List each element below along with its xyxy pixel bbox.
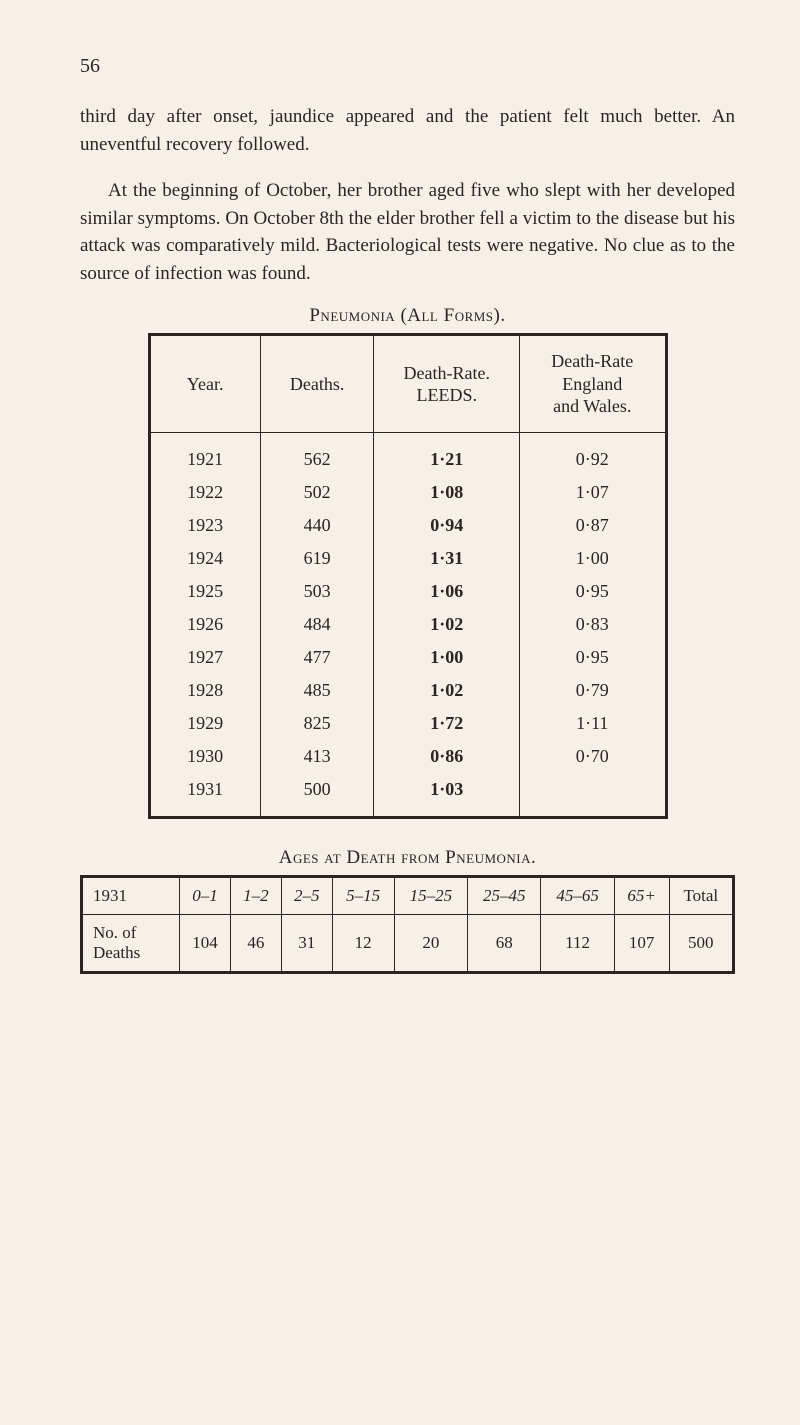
table1-cell: 1922 (149, 476, 260, 509)
table2-val-5-15: 12 (332, 914, 394, 972)
table1-cell: 1921 (149, 432, 260, 476)
table1-cell: 562 (260, 432, 374, 476)
table1-cell: 1·08 (374, 476, 520, 509)
table1-cell: 0·79 (520, 674, 666, 707)
table2-val-65plus: 107 (614, 914, 669, 972)
table1-col-rate-leeds: Death-Rate.LEEDS. (374, 335, 520, 433)
table2-age-1-2: 1–2 (230, 876, 281, 914)
table1-cell: 1·72 (374, 707, 520, 740)
table1-cell: 1·02 (374, 674, 520, 707)
table1-title: Pneumonia (All Forms). (80, 305, 735, 327)
table1-cell: 1·03 (374, 773, 520, 818)
page-number: 56 (80, 55, 735, 78)
table2-val-2-5: 31 (281, 914, 332, 972)
table2-rowlabel: No. ofDeaths (82, 914, 180, 972)
table1-row: 19298251·721·11 (149, 707, 666, 740)
table1-cell: 485 (260, 674, 374, 707)
table1-cell: 1924 (149, 542, 260, 575)
table1-cell: 440 (260, 509, 374, 542)
table1-row: 19246191·311·00 (149, 542, 666, 575)
table1-cell: 825 (260, 707, 374, 740)
paragraph-1: third day after onset, jaundice appeared… (80, 103, 735, 158)
table2-val-15-25: 20 (394, 914, 467, 972)
table1-cell (520, 773, 666, 818)
table1-cell: 0·86 (374, 740, 520, 773)
table1-cell: 0·95 (520, 641, 666, 674)
table1-cell: 1929 (149, 707, 260, 740)
table1-row: 19264841·020·83 (149, 608, 666, 641)
table1-cell: 0·83 (520, 608, 666, 641)
table2-val-0-1: 104 (180, 914, 231, 972)
table2-age-65plus: 65+ (614, 876, 669, 914)
table1-cell: 1925 (149, 575, 260, 608)
table2-header-row: 1931 0–1 1–2 2–5 5–15 15–25 25–45 45–65 … (82, 876, 734, 914)
table1-row: 19225021·081·07 (149, 476, 666, 509)
table1-cell: 1·00 (520, 542, 666, 575)
table1-cell: 1·31 (374, 542, 520, 575)
table2-age-2-5: 2–5 (281, 876, 332, 914)
table1-cell: 484 (260, 608, 374, 641)
table2-val-25-45: 68 (468, 914, 541, 972)
ages-at-death-table: 1931 0–1 1–2 2–5 5–15 15–25 25–45 45–65 … (80, 875, 735, 974)
table1-cell: 0·95 (520, 575, 666, 608)
table1-cell: 619 (260, 542, 374, 575)
table1-cell: 0·94 (374, 509, 520, 542)
table2-title: Ages at Death from Pneumonia. (80, 847, 735, 869)
table1-header-row: Year. Deaths. Death-Rate.LEEDS. Death-Ra… (149, 335, 666, 433)
table1-cell: 1931 (149, 773, 260, 818)
table1-col-deaths: Deaths. (260, 335, 374, 433)
table2-total-header: Total (669, 876, 733, 914)
table1-cell: 1923 (149, 509, 260, 542)
table1-row: 19215621·210·92 (149, 432, 666, 476)
table2-data-row: No. ofDeaths 104 46 31 12 20 68 112 107 … (82, 914, 734, 972)
table1-cell: 1930 (149, 740, 260, 773)
table1-cell: 477 (260, 641, 374, 674)
table2-val-45-65: 112 (541, 914, 614, 972)
table2-val-1-2: 46 (230, 914, 281, 972)
table1-cell: 1·00 (374, 641, 520, 674)
table2-age-25-45: 25–45 (468, 876, 541, 914)
table1-row: 19304130·860·70 (149, 740, 666, 773)
table1-cell: 503 (260, 575, 374, 608)
table1-cell: 502 (260, 476, 374, 509)
table2-year-cell: 1931 (82, 876, 180, 914)
table1-cell: 1928 (149, 674, 260, 707)
table2-age-0-1: 0–1 (180, 876, 231, 914)
table1-cell: 1·07 (520, 476, 666, 509)
table1-row: 19255031·060·95 (149, 575, 666, 608)
table1-cell: 500 (260, 773, 374, 818)
table2-age-5-15: 5–15 (332, 876, 394, 914)
table2-val-total: 500 (669, 914, 733, 972)
table1-cell: 0·92 (520, 432, 666, 476)
table2-age-45-65: 45–65 (541, 876, 614, 914)
table1-col-year: Year. (149, 335, 260, 433)
table1-cell: 1926 (149, 608, 260, 641)
table1-cell: 1·11 (520, 707, 666, 740)
table1-col-rate-england: Death-RateEnglandand Wales. (520, 335, 666, 433)
table1-row: 19284851·020·79 (149, 674, 666, 707)
paragraph-2: At the beginning of October, her brother… (80, 177, 735, 287)
table1-row: 19274771·000·95 (149, 641, 666, 674)
table2-age-15-25: 15–25 (394, 876, 467, 914)
table1-row: 19234400·940·87 (149, 509, 666, 542)
table1-cell: 413 (260, 740, 374, 773)
pneumonia-table: Year. Deaths. Death-Rate.LEEDS. Death-Ra… (148, 333, 668, 819)
table1-cell: 1927 (149, 641, 260, 674)
table1-cell: 0·70 (520, 740, 666, 773)
table1-cell: 1·06 (374, 575, 520, 608)
table1-cell: 1·02 (374, 608, 520, 641)
table1-cell: 1·21 (374, 432, 520, 476)
table1-row: 19315001·03 (149, 773, 666, 818)
table1-cell: 0·87 (520, 509, 666, 542)
